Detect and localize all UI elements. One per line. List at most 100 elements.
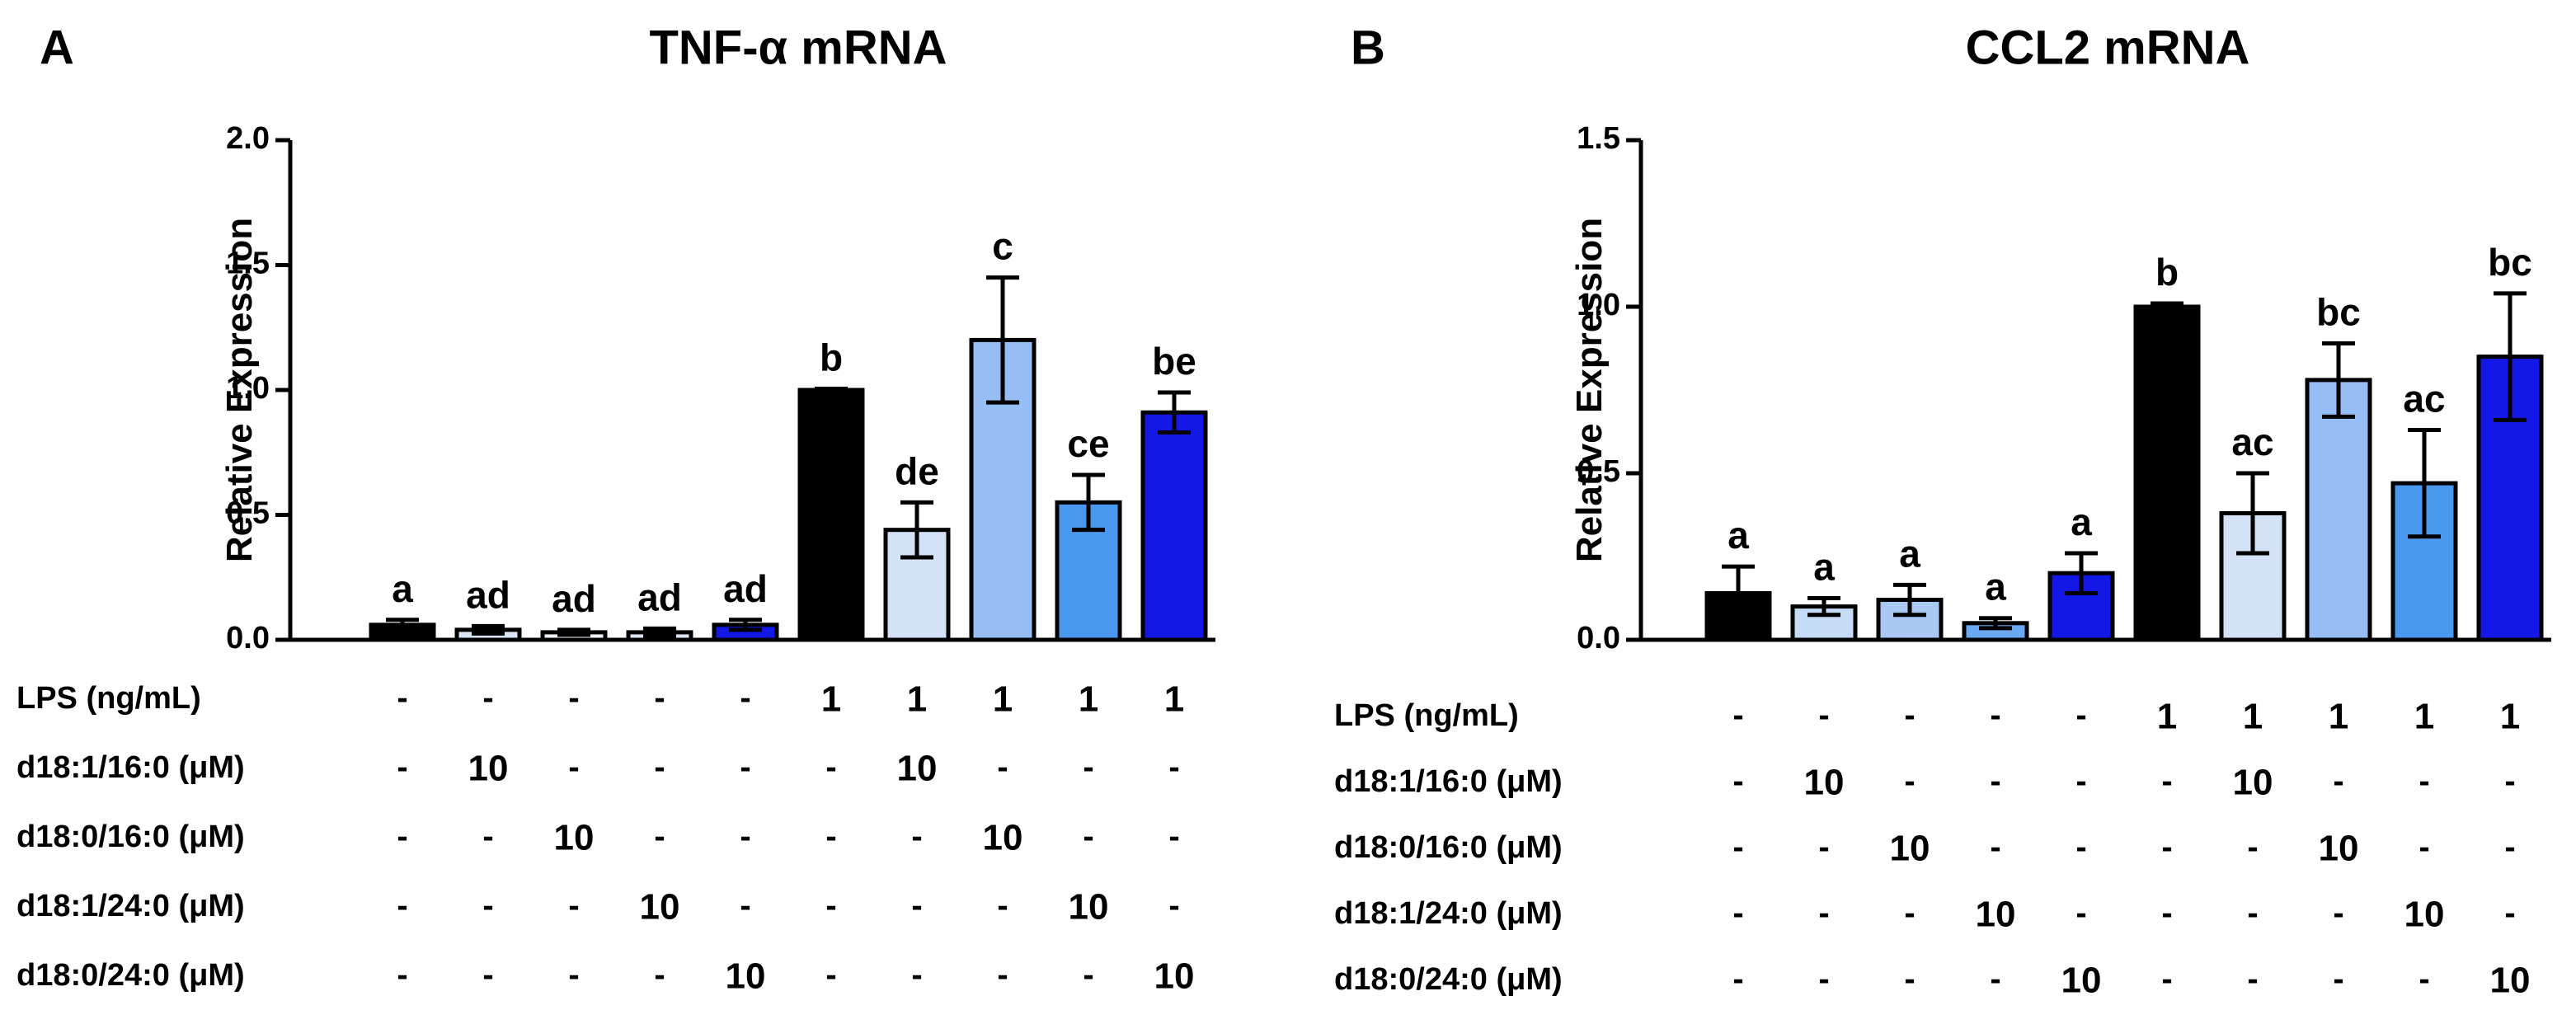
- condition-label: LPS (ng/mL): [16, 681, 201, 716]
- significance-letter: a: [392, 567, 413, 610]
- significance-letter: c: [992, 225, 1013, 268]
- condition-value: -: [397, 749, 407, 786]
- condition-value: -: [1818, 961, 1829, 998]
- condition-value: -: [1168, 749, 1179, 786]
- y-tick-label: 1.5: [1577, 121, 1620, 156]
- condition-value: -: [2333, 763, 2343, 800]
- condition-value: -: [568, 749, 579, 786]
- y-tick-label: 1.0: [226, 371, 270, 406]
- condition-value: -: [397, 680, 407, 716]
- condition-value: 10: [1069, 887, 1109, 928]
- condition-label: d18:0/16:0 (μM): [16, 820, 245, 854]
- significance-letter: ad: [466, 573, 510, 616]
- significance-letter: ac: [2403, 377, 2445, 420]
- condition-value: -: [1818, 829, 1829, 866]
- condition-value: -: [482, 888, 493, 924]
- condition-value: -: [740, 888, 750, 924]
- condition-value: -: [482, 957, 493, 994]
- condition-value: 1: [1079, 679, 1098, 720]
- condition-value: -: [1083, 819, 1093, 855]
- bar: [883, 528, 951, 642]
- condition-value: 10: [2404, 895, 2445, 935]
- significance-letter: b: [820, 336, 843, 378]
- significance-letter: bc: [2488, 241, 2532, 284]
- condition-label: LPS (ng/mL): [1334, 698, 1519, 733]
- chart-title: TNF-α mRNA: [649, 21, 947, 74]
- significance-letter: ac: [2231, 420, 2273, 463]
- condition-value: -: [1990, 961, 2000, 998]
- condition-value: -: [2075, 829, 2086, 866]
- condition-value: -: [1732, 895, 1743, 932]
- condition-value: -: [482, 680, 493, 716]
- condition-value: -: [2333, 961, 2343, 998]
- panel-label: A: [40, 21, 74, 74]
- bar: [2133, 304, 2201, 642]
- condition-label: d18:1/16:0 (μM): [16, 750, 245, 785]
- condition-value: 1: [907, 679, 927, 720]
- condition-value: -: [2419, 829, 2429, 866]
- condition-value: -: [1904, 763, 1915, 800]
- condition-value: -: [2247, 829, 2258, 866]
- condition-value: -: [997, 888, 1008, 924]
- condition-label: d18:0/16:0 (μM): [1334, 830, 1563, 865]
- significance-letter: de: [895, 449, 939, 492]
- y-tick-label: 2.0: [226, 121, 270, 156]
- bar: [1140, 410, 1208, 642]
- condition-value: -: [568, 957, 579, 994]
- condition-value: -: [740, 680, 750, 716]
- condition-value: -: [2419, 961, 2429, 998]
- condition-value: -: [568, 680, 579, 716]
- condition-value: -: [2161, 829, 2172, 866]
- panel-b: B CCL2 mRNA Relative Expression 0.0 0.5 1.0 1.…: [1334, 21, 2551, 1001]
- condition-value: -: [1732, 961, 1743, 998]
- y-tick-label: 0.5: [226, 496, 270, 531]
- condition-value: 1: [2329, 697, 2348, 737]
- condition-value: -: [2161, 763, 2172, 800]
- condition-value: -: [2504, 895, 2515, 932]
- condition-value: -: [568, 888, 579, 924]
- condition-label: d18:1/16:0 (μM): [1334, 764, 1563, 799]
- significance-letter: a: [1813, 546, 1835, 589]
- condition-value: -: [2504, 763, 2515, 800]
- significance-letter: a: [1985, 566, 2006, 608]
- condition-value: -: [2161, 895, 2172, 932]
- condition-value: 1: [821, 679, 841, 720]
- condition-value: -: [825, 957, 836, 994]
- significance-letter: a: [2071, 500, 2092, 543]
- condition-value: -: [825, 888, 836, 924]
- condition-value: 10: [1154, 956, 1195, 997]
- significance-letter: ad: [552, 577, 596, 620]
- significance-letter: be: [1152, 340, 1196, 383]
- condition-value: -: [1904, 698, 1915, 734]
- condition-value: 10: [1804, 763, 1845, 803]
- condition-value: 10: [640, 887, 680, 928]
- condition-value: -: [825, 819, 836, 855]
- condition-value: -: [2419, 763, 2429, 800]
- condition-value: 10: [554, 818, 595, 858]
- condition-value: -: [397, 888, 407, 924]
- condition-value: -: [1168, 819, 1179, 855]
- condition-value: 10: [897, 749, 938, 789]
- condition-label: d18:1/24:0 (μM): [1334, 896, 1563, 931]
- condition-value: -: [397, 819, 407, 855]
- condition-value: 10: [2233, 763, 2273, 803]
- condition-value: -: [1904, 895, 1915, 932]
- condition-value: -: [911, 888, 922, 924]
- bar: [797, 388, 865, 642]
- panel-label: B: [1351, 21, 1385, 74]
- condition-value: 10: [983, 818, 1023, 858]
- y-axis-label: Relative Expression: [1569, 218, 1610, 562]
- significance-letter: a: [1899, 532, 1920, 575]
- condition-value: -: [825, 749, 836, 786]
- condition-value: 10: [2319, 829, 2359, 869]
- condition-label: d18:1/24:0 (μM): [16, 889, 245, 923]
- condition-value: 10: [2490, 961, 2531, 1001]
- condition-value: -: [1732, 829, 1743, 866]
- condition-value: -: [1083, 749, 1093, 786]
- condition-value: -: [740, 749, 750, 786]
- condition-value: -: [2333, 895, 2343, 932]
- condition-value: -: [1732, 763, 1743, 800]
- condition-value: 10: [2061, 961, 2102, 1001]
- significance-letter: b: [2155, 251, 2179, 294]
